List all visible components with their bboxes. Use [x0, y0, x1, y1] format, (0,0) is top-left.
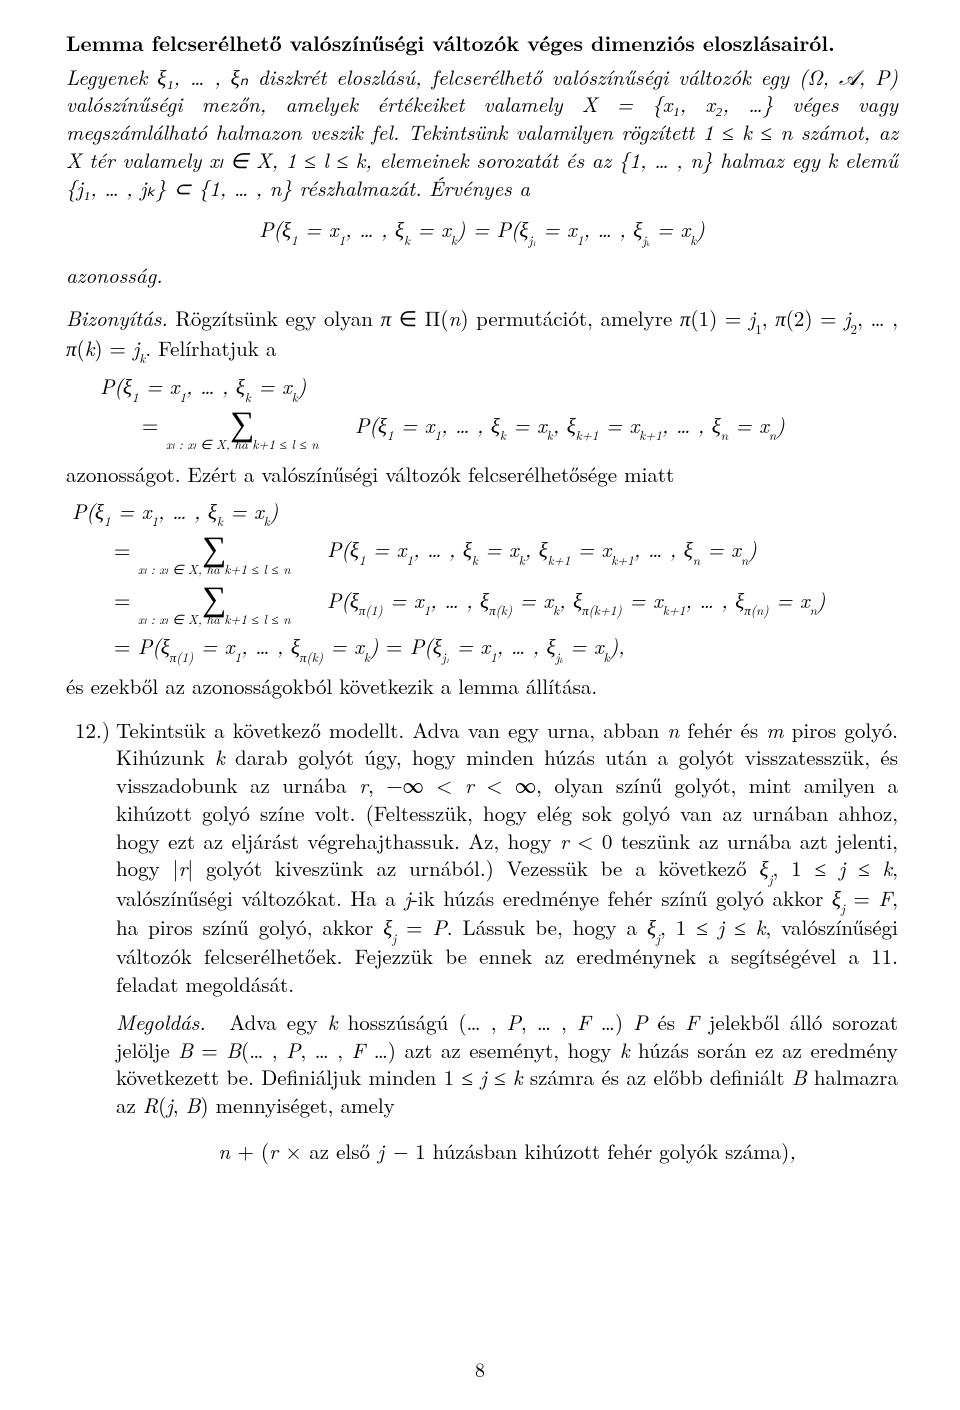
- proof-eq2: P(ξ1 = x1, … , ξk = xk) = ∑ xₗ : xₗ ∈ X,…: [66, 497, 898, 663]
- sum-symbol: ∑ xₗ : xₗ ∈ X, ha k+1 ≤ l ≤ n: [166, 405, 319, 451]
- eq1-rhs: P(ξ1 = x1, … , ξk = xk, ξk+1 = xk+1, … ,…: [355, 410, 785, 440]
- eq2-lhs: P(ξ1 = x1, … , ξk = xk): [72, 497, 898, 528]
- proof-intro-text: Rögzítsünk egy olyan π ∈ Π(n) permutáció…: [66, 303, 898, 362]
- item-12-label: 12.): [66, 717, 116, 745]
- sum-symbol-2b: ∑ xₗ : xₗ ∈ X, ha k+1 ≤ l ≤ n: [138, 580, 291, 626]
- lemma-formula: P(ξ1 = x1, … , ξk = xk) = P(ξj1 = x1, … …: [66, 216, 898, 245]
- proof-intro: Bizonyítás. Rögzítsünk egy olyan π ∈ Π(n…: [66, 305, 898, 364]
- lemma-text: Legyenek ξ₁, … , ξₙ diszkrét eloszlású, …: [66, 62, 898, 203]
- lemma-title: Lemma felcserélhető valószínűségi változ…: [66, 30, 898, 58]
- eq2b: = ∑ xₗ : xₗ ∈ X, ha k+1 ≤ l ≤ n P(ξπ(1) …: [72, 580, 898, 626]
- eq2a-rhs: P(ξ1 = x1, … , ξk = xk, ξk+1 = xk+1, … ,…: [327, 534, 757, 564]
- item-12-solution: Megoldás. Adva egy k hosszúságú (… , P, …: [116, 1009, 898, 1120]
- proof-label: Bizonyítás.: [66, 303, 168, 333]
- proof-mid: azonosságot. Ezért a valószínűségi válto…: [66, 461, 898, 489]
- eq1-lhs: P(ξ1 = x1, … , ξk = xk): [100, 372, 898, 403]
- sum-sub: xₗ : xₗ ∈ X, ha k+1 ≤ l ≤ n: [166, 437, 319, 451]
- eq1-rhs-line: = ∑ xₗ : xₗ ∈ X, ha k+1 ≤ l ≤ n P(ξ1 = x…: [100, 405, 898, 451]
- eq2a: = ∑ xₗ : xₗ ∈ X, ha k+1 ≤ l ≤ n P(ξ1 = x…: [72, 530, 898, 576]
- sum-symbol-2a: ∑ xₗ : xₗ ∈ X, ha k+1 ≤ l ≤ n: [138, 530, 291, 576]
- proof-eq1: P(ξ1 = x1, … , ξk = xk) = ∑ xₗ : xₗ ∈ X,…: [66, 372, 898, 451]
- lemma-body: Legyenek ξ₁, … , ξₙ diszkrét eloszlású, …: [66, 64, 898, 203]
- solution-text: Adva egy k hosszúságú (… , P, … , F …) P…: [116, 1007, 898, 1120]
- eq2b-rhs: P(ξπ(1) = x1, … , ξπ(k) = xk, ξπ(k+1) = …: [327, 585, 825, 615]
- page-number: 8: [0, 1356, 960, 1382]
- item-12: 12.) Tekintsük a következő modellt. Adva…: [66, 717, 898, 1166]
- item-12-text: Tekintsük a következő modellt. Adva van …: [116, 717, 898, 999]
- formula-text: P(ξ1 = x1, … , ξk = xk) = P(ξj1 = x1, … …: [259, 214, 705, 244]
- solution-formula: n + (r × az első j − 1 húzásban kihúzott…: [116, 1138, 898, 1166]
- sum-sub-2b: xₗ : xₗ ∈ X, ha k+1 ≤ l ≤ n: [138, 612, 291, 626]
- solution-label: Megoldás.: [116, 1007, 206, 1037]
- identity-word: azonosság.: [66, 262, 898, 290]
- eq2-last: = P(ξπ(1) = x1, … , ξπ(k) = xk) = P(ξj1 …: [72, 632, 898, 663]
- proof-closing: és ezekből az azonosságokból következik …: [66, 673, 898, 701]
